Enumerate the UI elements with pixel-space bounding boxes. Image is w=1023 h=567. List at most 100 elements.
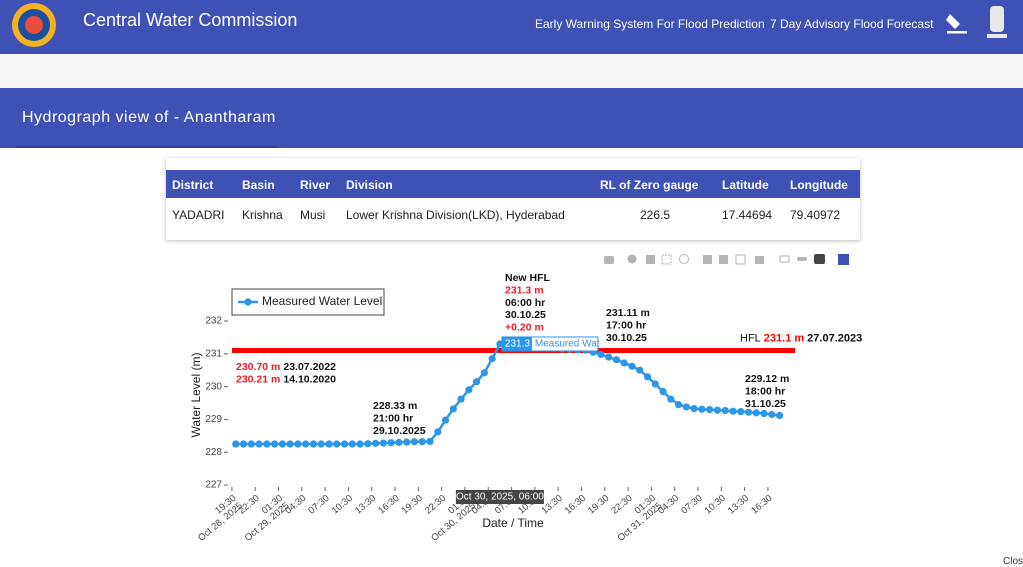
y-tick-label: 229	[205, 414, 222, 425]
data-point	[232, 440, 240, 448]
data-point	[317, 440, 325, 448]
table-header	[166, 170, 860, 198]
y-tick-label: 228	[205, 447, 222, 458]
modebar-button[interactable]	[735, 254, 746, 265]
x-tick-group: 04:30	[656, 493, 681, 517]
emblem	[987, 6, 1007, 38]
modebar-button[interactable]	[679, 254, 689, 264]
x-tick-group: 10:30	[330, 493, 355, 517]
close-button[interactable]: Clos	[1003, 556, 1023, 567]
x-tick-label: 07:30	[306, 493, 331, 517]
annotation-span: 31.10.25	[745, 398, 786, 410]
data-point	[690, 404, 698, 413]
x-tick-label: 22:30	[423, 493, 448, 517]
data-point	[372, 439, 380, 447]
nav-link[interactable]: 7 Day Advisory Flood Forecast	[770, 17, 934, 31]
x-tick-group: 10:30	[703, 493, 728, 517]
modebar-button[interactable]	[814, 254, 825, 264]
data-point	[628, 362, 636, 370]
modebar-logo[interactable]	[838, 254, 849, 265]
data-point	[472, 378, 481, 386]
nav-link[interactable]: Early Warning System For Flood Predictio…	[535, 17, 765, 31]
x-tick-label: 22:30	[609, 493, 634, 517]
data-point	[348, 440, 356, 448]
x-tick-group: 19:30	[400, 493, 425, 517]
modebar-button[interactable]	[661, 254, 672, 265]
modebar-button[interactable]	[755, 256, 764, 264]
annotation-span: 14.10.2020	[283, 373, 336, 385]
data-point	[768, 410, 776, 419]
table-cell: 17.44694	[722, 208, 773, 222]
data-point	[636, 366, 644, 374]
bucket	[946, 14, 960, 29]
modebar-button[interactable]	[797, 257, 807, 261]
modebar-button[interactable]	[719, 255, 728, 264]
theme-icon[interactable]	[946, 14, 967, 34]
spacer	[0, 54, 1023, 88]
annotation: 228.33 m	[373, 400, 417, 412]
table-cell: Lower Krishna Division(LKD), Hyderabad	[346, 208, 565, 222]
annotation: 17:00 hr	[606, 319, 646, 331]
modebar-button[interactable]	[604, 256, 614, 264]
data-point	[325, 440, 333, 448]
annotation: 231.3 m	[505, 284, 544, 296]
table-cell: 79.40972	[790, 208, 841, 222]
data-point	[449, 405, 457, 413]
modebar-button[interactable]	[646, 255, 655, 264]
logo-center	[25, 16, 43, 34]
column-header: Division	[346, 178, 393, 192]
data-point	[682, 403, 690, 411]
x-tick-group: 16:30	[563, 493, 588, 517]
column-header: Latitude	[722, 178, 769, 192]
logo[interactable]	[12, 3, 56, 47]
x-tick-group: 19:30	[586, 493, 611, 517]
data-point	[698, 405, 706, 413]
modebar-button[interactable]	[779, 255, 790, 263]
data-point	[737, 407, 745, 416]
data-point	[379, 439, 387, 447]
annotation-span: New HFL	[505, 272, 551, 284]
data-point	[659, 387, 667, 396]
x-tick-group: 16:30	[376, 493, 401, 517]
x-tick-group: 07:30	[679, 493, 704, 517]
annotation-span: 230.21 m	[236, 373, 280, 385]
data-point	[278, 440, 286, 448]
modebar-button[interactable]	[703, 255, 712, 264]
data-point	[488, 355, 496, 363]
annotation: 06:00 hr	[505, 297, 545, 309]
data-point	[434, 428, 442, 436]
annotation: 21:00 hr	[373, 412, 413, 424]
data-point	[395, 438, 403, 446]
x-tick-group: 22:30	[423, 493, 448, 517]
hover-series: Measured Wat	[535, 339, 600, 350]
column-header: RL of Zero gauge	[600, 178, 699, 192]
data-point	[263, 440, 271, 448]
annotation: New HFL	[505, 272, 551, 284]
site-title[interactable]: Central Water Commission	[83, 10, 298, 30]
modebar-button[interactable]	[627, 254, 637, 264]
x-axis-title: Date / Time	[482, 516, 544, 530]
annotation-span: 228.33 m	[373, 400, 417, 412]
data-point	[309, 440, 318, 448]
data-point	[605, 353, 613, 361]
data-point	[465, 386, 473, 394]
table-cell: 226.5	[640, 208, 671, 222]
data-point	[457, 395, 465, 403]
annotation: 18:00 hr	[745, 385, 785, 397]
annotation-span: 230.70 m	[236, 361, 280, 373]
annotation: 30.10.25	[606, 332, 647, 344]
annotation: 230.70 m 23.07.2022	[236, 361, 336, 373]
column-header: District	[172, 178, 214, 192]
data-point	[651, 380, 659, 388]
data-point	[340, 440, 349, 448]
data-point	[713, 406, 722, 414]
hfl-date: 27.07.2023	[807, 332, 862, 344]
data-point	[387, 439, 395, 447]
data-point	[612, 356, 621, 364]
data-point	[403, 438, 411, 446]
data-point	[744, 408, 753, 416]
emblem-body	[990, 6, 1004, 32]
series-line	[235, 342, 780, 446]
y-tick-label: 231	[205, 348, 222, 359]
